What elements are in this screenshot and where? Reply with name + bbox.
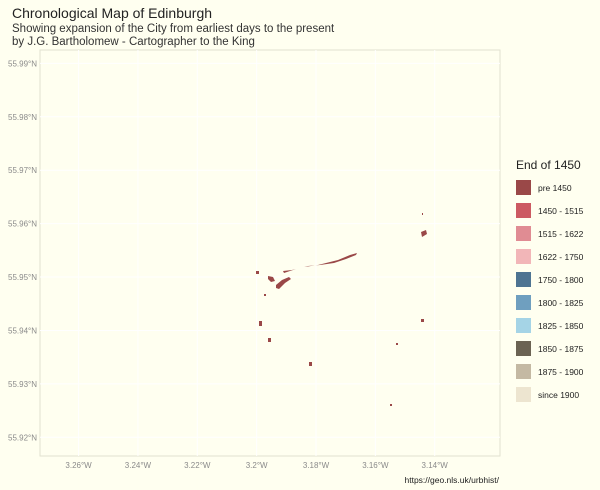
legend-label: 1622 - 1750 bbox=[538, 251, 584, 262]
legend-item: 1800 - 1825 bbox=[516, 291, 598, 314]
y-tick-label: 55.92°N bbox=[8, 433, 37, 442]
outlier-area bbox=[309, 362, 312, 366]
outlier-area bbox=[421, 319, 424, 322]
y-axis: 55.99°N 55.98°N 55.97°N 55.96°N 55.95°N 55.94… bbox=[8, 59, 37, 442]
x-tick-label: 3.24°W bbox=[125, 461, 152, 470]
y-tick-label: 55.95°N bbox=[8, 273, 37, 282]
x-tick-label: 3.14°W bbox=[422, 461, 449, 470]
legend-label: pre 1450 bbox=[538, 182, 572, 193]
legend: End of 1450 pre 1450 1450 - 1515 1515 - 16… bbox=[516, 158, 598, 406]
legend-swatch bbox=[516, 341, 531, 356]
legend-swatch bbox=[516, 226, 531, 241]
legend-title: End of 1450 bbox=[516, 158, 581, 172]
legend-item: 1622 - 1750 bbox=[516, 245, 598, 268]
x-tick-label: 3.18°W bbox=[303, 461, 330, 470]
subtitle-line-1: Showing expansion of the City from earli… bbox=[12, 23, 335, 35]
legend-swatch bbox=[516, 249, 531, 264]
y-tick-label: 55.93°N bbox=[8, 380, 37, 389]
outlier-area bbox=[422, 213, 423, 215]
legend-label: 1800 - 1825 bbox=[538, 297, 584, 308]
legend-swatch bbox=[516, 364, 531, 379]
outlier-area bbox=[259, 321, 262, 326]
map-title: Chronological Map of Edinburgh bbox=[12, 5, 213, 21]
subtitle-line-2: by J.G. Bartholomew - Cartographer to th… bbox=[12, 36, 255, 48]
legend-items: pre 1450 1450 - 1515 1515 - 1622 1622 - 175… bbox=[516, 176, 598, 406]
source-caption: https://geo.nls.uk/urbhist/ bbox=[404, 475, 500, 485]
legend-label: 1850 - 1875 bbox=[538, 343, 584, 354]
legend-label: 1450 - 1515 bbox=[538, 205, 584, 216]
legend-item: 1515 - 1622 bbox=[516, 222, 598, 245]
y-tick-label: 55.96°N bbox=[8, 220, 37, 229]
legend-label: 1515 - 1622 bbox=[538, 228, 584, 239]
y-tick-label: 55.97°N bbox=[8, 166, 37, 175]
legend-label: 1825 - 1850 bbox=[538, 320, 584, 331]
canongate-area bbox=[276, 277, 291, 289]
map-panel bbox=[39, 49, 501, 457]
legend-item: pre 1450 bbox=[516, 176, 598, 199]
legend-swatch bbox=[516, 295, 531, 310]
legend-swatch bbox=[516, 387, 531, 402]
legend-swatch bbox=[516, 318, 531, 333]
legend-label: 1750 - 1800 bbox=[538, 274, 584, 285]
y-tick-label: 55.98°N bbox=[8, 113, 37, 122]
map-grid bbox=[40, 50, 500, 456]
leith-area bbox=[421, 230, 427, 237]
outlier-area bbox=[390, 404, 392, 406]
legend-swatch bbox=[516, 272, 531, 287]
y-tick-label: 55.99°N bbox=[8, 59, 37, 68]
legend-item: 1750 - 1800 bbox=[516, 268, 598, 291]
map-subtitle: Showing expansion of the City from earli… bbox=[12, 23, 334, 49]
legend-swatch bbox=[516, 203, 531, 218]
x-tick-label: 3.16°W bbox=[362, 461, 389, 470]
castle-area bbox=[268, 276, 275, 282]
x-tick-label: 3.22°W bbox=[184, 461, 211, 470]
legend-label: 1875 - 1900 bbox=[538, 366, 584, 377]
x-axis: 3.26°W 3.24°W 3.22°W 3.2°W 3.18°W 3.16°W 3.14°… bbox=[65, 461, 448, 470]
settlement-areas bbox=[256, 213, 427, 406]
legend-item: 1875 - 1900 bbox=[516, 360, 598, 383]
x-tick-label: 3.2°W bbox=[246, 461, 268, 470]
legend-item: 1825 - 1850 bbox=[516, 314, 598, 337]
y-tick-label: 55.94°N bbox=[8, 326, 37, 335]
outlier-area bbox=[396, 343, 398, 345]
x-tick-label: 3.26°W bbox=[65, 461, 92, 470]
legend-swatch bbox=[516, 180, 531, 195]
outlier-area bbox=[264, 294, 266, 296]
legend-item: since 1900 bbox=[516, 383, 598, 406]
legend-label: since 1900 bbox=[538, 389, 580, 400]
outlier-area bbox=[268, 338, 271, 342]
legend-item: 1450 - 1515 bbox=[516, 199, 598, 222]
legend-item: 1850 - 1875 bbox=[516, 337, 598, 360]
outlier-area bbox=[256, 271, 259, 274]
